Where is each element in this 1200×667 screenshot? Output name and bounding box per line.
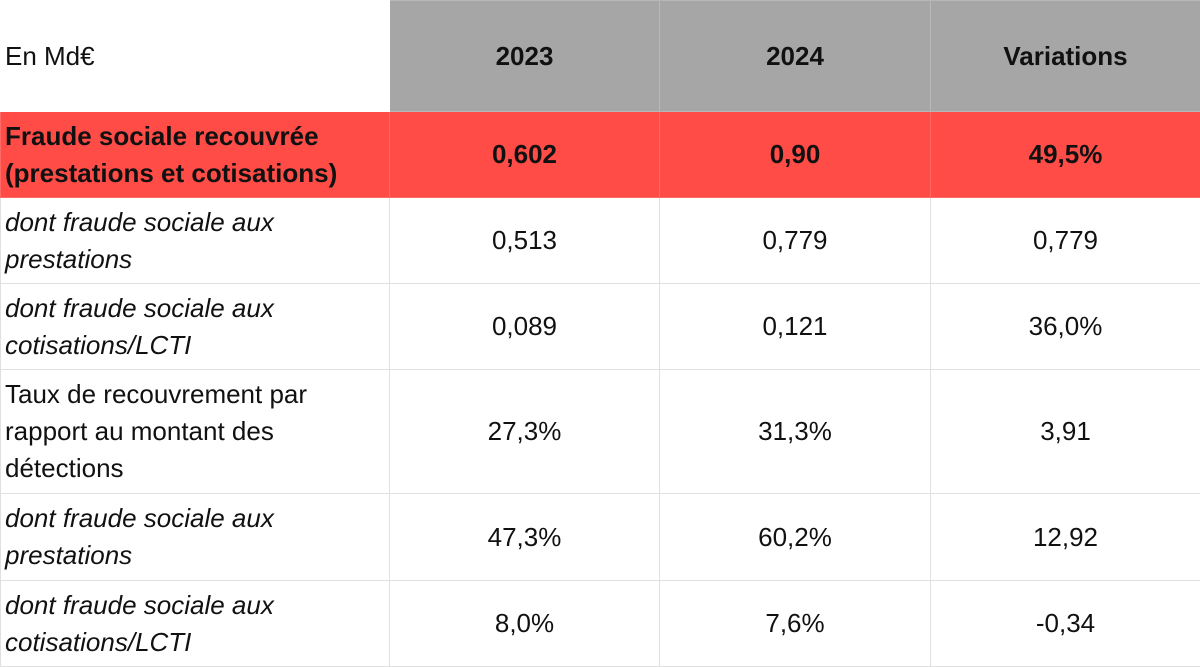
cell-2023: 27,3% xyxy=(390,370,660,494)
table-row-total-recovered: Fraude sociale recouvrée (prestations et… xyxy=(1,112,1200,198)
table-row: Taux de recouvrement par rapport au mont… xyxy=(1,370,1200,494)
header-row: En Md€ 2023 2024 Variations xyxy=(1,1,1200,112)
cell-2023: 8,0% xyxy=(390,581,660,667)
cell-variation: 0,779 xyxy=(931,198,1200,284)
row-label: Taux de recouvrement par rapport au mont… xyxy=(1,370,390,494)
column-header-2023: 2023 xyxy=(390,1,660,112)
row-label: dont fraude sociale aux cotisations/LCTI xyxy=(1,581,390,667)
cell-variation: 36,0% xyxy=(931,284,1200,370)
cell-variation: -0,34 xyxy=(931,581,1200,667)
table-row: dont fraude sociale aux prestations 0,51… xyxy=(1,198,1200,284)
cell-2023: 0,089 xyxy=(390,284,660,370)
cell-variation: 12,92 xyxy=(931,494,1200,581)
table-row: dont fraude sociale aux cotisations/LCTI… xyxy=(1,581,1200,667)
cell-2024: 7,6% xyxy=(660,581,931,667)
cell-variation: 3,91 xyxy=(931,370,1200,494)
cell-2023: 0,602 xyxy=(390,112,660,198)
cell-2024: 60,2% xyxy=(660,494,931,581)
cell-2024: 0,90 xyxy=(660,112,931,198)
column-header-variations: Variations xyxy=(931,1,1200,112)
row-label: dont fraude sociale aux prestations xyxy=(1,198,390,284)
cell-2024: 0,121 xyxy=(660,284,931,370)
cell-variation: 49,5% xyxy=(931,112,1200,198)
cell-2023: 0,513 xyxy=(390,198,660,284)
column-header-2024: 2024 xyxy=(660,1,931,112)
cell-2024: 31,3% xyxy=(660,370,931,494)
table-row: dont fraude sociale aux prestations 47,3… xyxy=(1,494,1200,581)
row-label: Fraude sociale recouvrée (prestations et… xyxy=(1,112,390,198)
cell-2024: 0,779 xyxy=(660,198,931,284)
table-row: dont fraude sociale aux cotisations/LCTI… xyxy=(1,284,1200,370)
unit-label: En Md€ xyxy=(1,1,390,112)
row-label: dont fraude sociale aux prestations xyxy=(1,494,390,581)
row-label: dont fraude sociale aux cotisations/LCTI xyxy=(1,284,390,370)
cell-2023: 47,3% xyxy=(390,494,660,581)
